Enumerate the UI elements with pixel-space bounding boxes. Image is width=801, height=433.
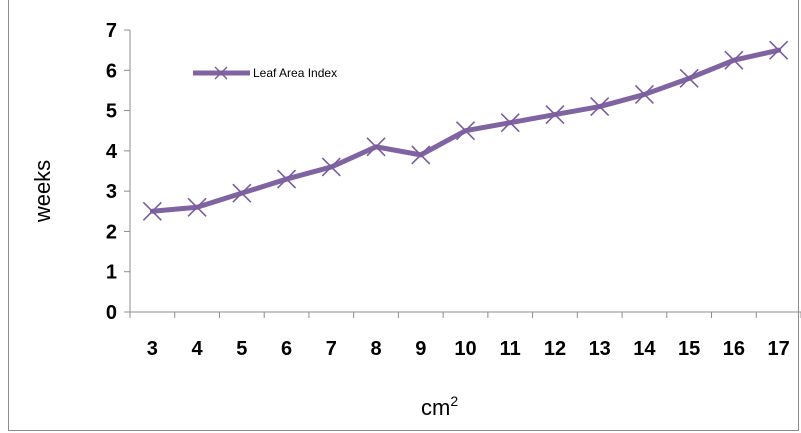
data-point-marker bbox=[679, 68, 699, 88]
x-tick-label: 11 bbox=[500, 338, 521, 360]
legend-marker bbox=[214, 66, 228, 80]
data-point-marker bbox=[277, 169, 297, 189]
y-tick-label: 2 bbox=[106, 221, 117, 243]
x-tick-label: 5 bbox=[236, 338, 247, 360]
data-point-marker bbox=[411, 145, 431, 165]
x-tick-label: 14 bbox=[633, 338, 656, 360]
x-axis-title-superscript: 2 bbox=[450, 393, 458, 409]
y-tick-label: 0 bbox=[106, 302, 117, 324]
data-point-marker bbox=[500, 113, 520, 133]
data-point-marker bbox=[769, 40, 789, 60]
chart-frame bbox=[8, 0, 799, 431]
data-point-marker bbox=[321, 157, 341, 177]
x-axis-title-text: cm bbox=[421, 395, 450, 420]
legend-label: Leaf Area Index bbox=[253, 66, 337, 80]
y-tick-label: 7 bbox=[106, 20, 117, 42]
x-axis-title: cm2 bbox=[421, 393, 458, 420]
x-tick-label: 10 bbox=[454, 338, 476, 360]
series-layer bbox=[142, 40, 789, 221]
data-point-marker bbox=[590, 96, 610, 117]
data-point-marker bbox=[724, 50, 744, 70]
data-point-marker bbox=[545, 105, 565, 125]
data-point-marker bbox=[142, 201, 162, 221]
x-axis: 3 4 5 6 7 8 9 10 11 12 13 14 15 16 17 bbox=[129, 311, 801, 360]
x-tick-label: 3 bbox=[147, 338, 158, 360]
y-tick-label: 3 bbox=[106, 181, 117, 203]
x-tick-label: 9 bbox=[415, 338, 426, 360]
data-point-marker bbox=[634, 84, 654, 105]
x-tick-label: 12 bbox=[544, 338, 566, 360]
x-tick-label: 7 bbox=[326, 338, 337, 360]
x-tick-label: 17 bbox=[768, 338, 790, 360]
x-tick-label: 4 bbox=[192, 338, 204, 360]
y-axis-title: weeks bbox=[30, 160, 55, 223]
y-tick-label: 5 bbox=[106, 101, 117, 123]
x-tick-label: 13 bbox=[589, 338, 611, 360]
legend: Leaf Area Index bbox=[193, 66, 337, 80]
x-tick-label: 6 bbox=[281, 338, 292, 360]
x-tick-label: 15 bbox=[678, 338, 700, 360]
y-tick-label: 6 bbox=[106, 60, 117, 82]
data-point-marker bbox=[187, 197, 207, 217]
y-axis: 0 1 2 3 4 5 6 7 bbox=[106, 20, 131, 324]
data-point-marker bbox=[455, 121, 476, 141]
y-tick-label: 1 bbox=[106, 262, 117, 284]
x-tick-label: 8 bbox=[370, 338, 381, 360]
y-tick-label: 4 bbox=[106, 141, 118, 163]
data-point-marker bbox=[366, 137, 386, 157]
x-tick-label: 16 bbox=[723, 338, 745, 360]
data-point-marker bbox=[232, 183, 252, 203]
